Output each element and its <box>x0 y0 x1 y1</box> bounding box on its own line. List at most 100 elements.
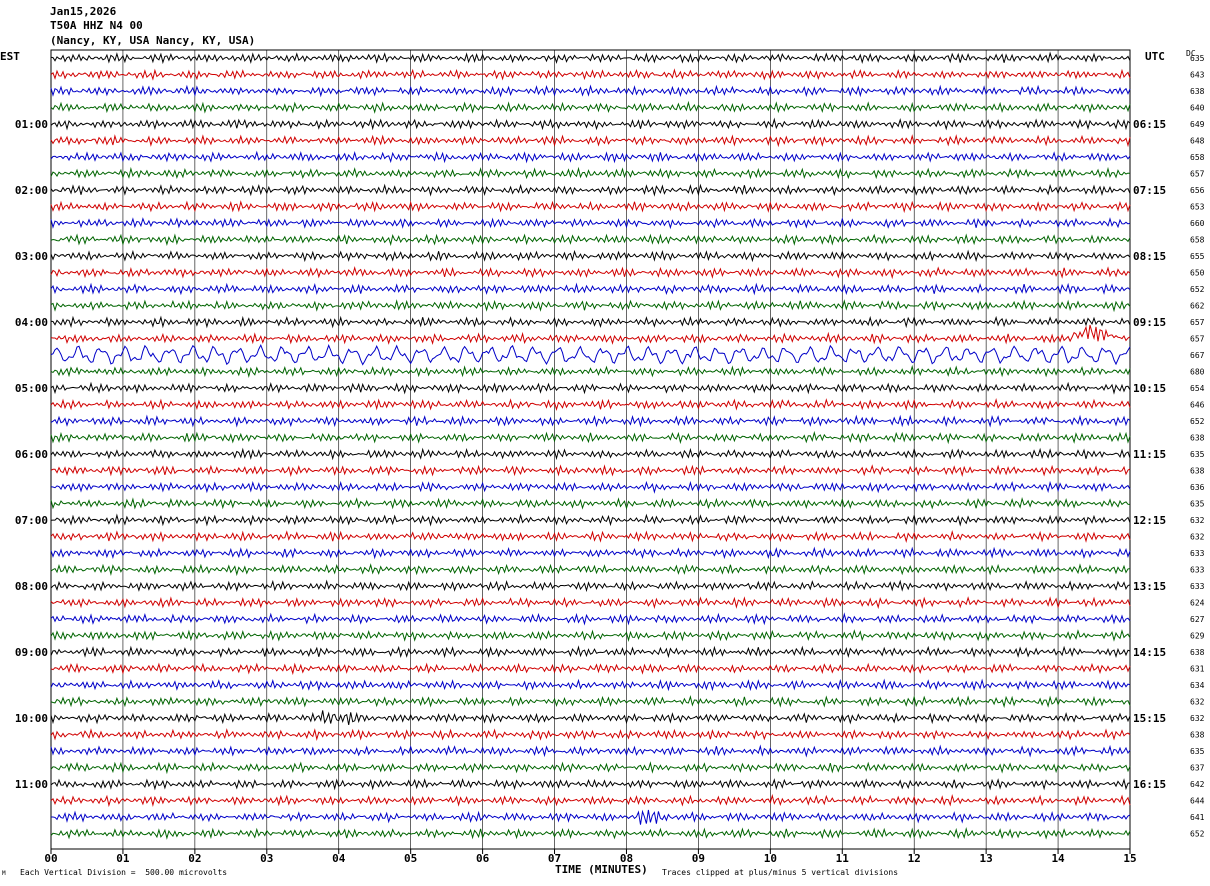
seismic-trace-row-32 <box>50 579 1131 593</box>
left-hour-label: 10:00 <box>15 712 48 725</box>
x-tick-label: 00 <box>44 852 57 865</box>
left-hour-label: 07:00 <box>15 514 48 527</box>
x-tick-label: 13 <box>980 852 993 865</box>
left-hour-label: 03:00 <box>15 250 48 263</box>
dc-value-label: 652 <box>1190 417 1205 426</box>
x-tick-label: 15 <box>1123 852 1136 865</box>
right-hour-label: 07:15 <box>1133 184 1166 197</box>
dc-value-label: 648 <box>1190 137 1205 146</box>
seismic-trace-row-29 <box>50 530 1131 543</box>
right-timezone-label: UTC <box>1145 50 1165 63</box>
right-hour-label: 09:15 <box>1133 316 1166 329</box>
dc-value-label: 654 <box>1190 384 1205 393</box>
right-hour-label: 11:15 <box>1133 448 1166 461</box>
seismic-trace-row-33 <box>50 596 1131 610</box>
dc-value-label: 650 <box>1190 269 1205 278</box>
seismic-trace-row-2 <box>50 84 1131 98</box>
right-hour-label: 15:15 <box>1133 712 1166 725</box>
x-tick-label: 12 <box>908 852 921 865</box>
seismic-trace-row-0 <box>50 51 1131 65</box>
seismic-trace-row-47 <box>50 827 1131 840</box>
dc-value-label: 657 <box>1190 170 1205 179</box>
plot-frame <box>50 49 1131 850</box>
seismic-trace-row-6 <box>50 150 1131 164</box>
dc-value-label: 653 <box>1190 203 1205 212</box>
dc-value-label: 641 <box>1190 813 1205 822</box>
seismic-trace-row-19 <box>50 364 1131 379</box>
left-hour-label: 08:00 <box>15 580 48 593</box>
dc-value-label: 638 <box>1190 648 1205 657</box>
plot-date: Jan15,2026 <box>50 5 117 18</box>
x-tick-label: 09 <box>692 852 705 865</box>
dc-value-label: 635 <box>1190 747 1205 756</box>
seismic-trace-row-42 <box>50 744 1131 758</box>
x-tick-label: 08 <box>620 852 633 865</box>
x-tick-label: 06 <box>476 852 490 865</box>
x-tick-label: 04 <box>332 852 346 865</box>
left-hour-label: 06:00 <box>15 448 48 461</box>
dc-value-label: 658 <box>1190 236 1205 245</box>
dc-value-label: 638 <box>1190 434 1205 443</box>
seismic-trace-row-39 <box>50 694 1131 709</box>
x-tick-label: 02 <box>188 852 201 865</box>
seismic-trace-row-45 <box>50 793 1131 808</box>
seismic-trace-row-14 <box>50 282 1131 296</box>
right-hour-label: 14:15 <box>1133 646 1166 659</box>
dc-value-label: 643 <box>1190 71 1205 80</box>
seismic-trace-row-1 <box>50 68 1131 81</box>
seismic-trace-row-7 <box>50 166 1131 180</box>
dc-value-label: 640 <box>1190 104 1205 113</box>
seismic-trace-row-34 <box>50 612 1131 626</box>
seismic-trace-row-46 <box>51 809 1131 825</box>
right-hour-label: 13:15 <box>1133 580 1166 593</box>
seismic-trace-row-37 <box>50 662 1131 676</box>
seismic-trace-row-21 <box>50 397 1131 411</box>
dc-value-label: 632 <box>1190 714 1205 723</box>
x-tick-label: 07 <box>548 852 561 865</box>
dc-value-label: 638 <box>1190 731 1205 740</box>
dc-value-label: 657 <box>1190 318 1205 327</box>
seismic-trace-row-17 <box>50 324 1131 346</box>
seismic-trace-row-15 <box>50 299 1131 313</box>
dc-value-label: 644 <box>1190 797 1205 806</box>
dc-value-label: 680 <box>1190 368 1205 377</box>
seismic-trace-row-20 <box>50 381 1131 395</box>
x-tick-label: 01 <box>116 852 130 865</box>
right-hour-label: 10:15 <box>1133 382 1166 395</box>
seismic-trace-row-38 <box>50 678 1131 692</box>
seismic-trace-row-11 <box>50 233 1131 247</box>
dc-value-label: 632 <box>1190 516 1205 525</box>
dc-value-label: 649 <box>1190 120 1205 129</box>
right-hour-label: 06:15 <box>1133 118 1166 131</box>
dc-value-label: 652 <box>1190 830 1205 839</box>
seismic-trace-row-12 <box>50 249 1131 263</box>
seismic-trace-row-4 <box>50 117 1131 131</box>
plot-channel: T50A HHZ N4 00 <box>50 19 143 32</box>
seismic-trace-row-25 <box>50 464 1131 478</box>
dc-value-label: 655 <box>1190 252 1205 261</box>
dc-value-label: 658 <box>1190 153 1205 162</box>
seismic-trace-row-27 <box>50 496 1131 510</box>
dc-value-label: 660 <box>1190 219 1205 228</box>
seismic-trace-row-35 <box>50 629 1131 642</box>
clip-note: Traces clipped at plus/minus 5 vertical … <box>662 868 899 877</box>
dc-value-label: 656 <box>1190 186 1205 195</box>
x-tick-label: 10 <box>764 852 777 865</box>
left-timezone-label: EST <box>0 50 20 63</box>
seismic-trace-row-36 <box>50 645 1131 659</box>
seismic-trace-row-44 <box>50 778 1131 791</box>
seismic-trace-row-40 <box>50 710 1131 725</box>
scale-note: Each Vertical Division = 500.00 microvol… <box>20 868 228 877</box>
seismic-trace-row-10 <box>50 216 1131 230</box>
seismic-trace-row-16 <box>50 315 1131 329</box>
dc-value-label: 635 <box>1190 54 1205 63</box>
seismic-trace-row-5 <box>50 134 1131 148</box>
dc-value-label: 637 <box>1190 764 1205 773</box>
dc-value-label: 667 <box>1190 351 1205 360</box>
dc-value-label: 635 <box>1190 450 1205 459</box>
plot-location: (Nancy, KY, USA Nancy, KY, USA) <box>50 34 256 47</box>
x-tick-label: 05 <box>404 852 417 865</box>
right-hour-label: 16:15 <box>1133 778 1166 791</box>
seismic-trace-row-26 <box>50 480 1131 494</box>
